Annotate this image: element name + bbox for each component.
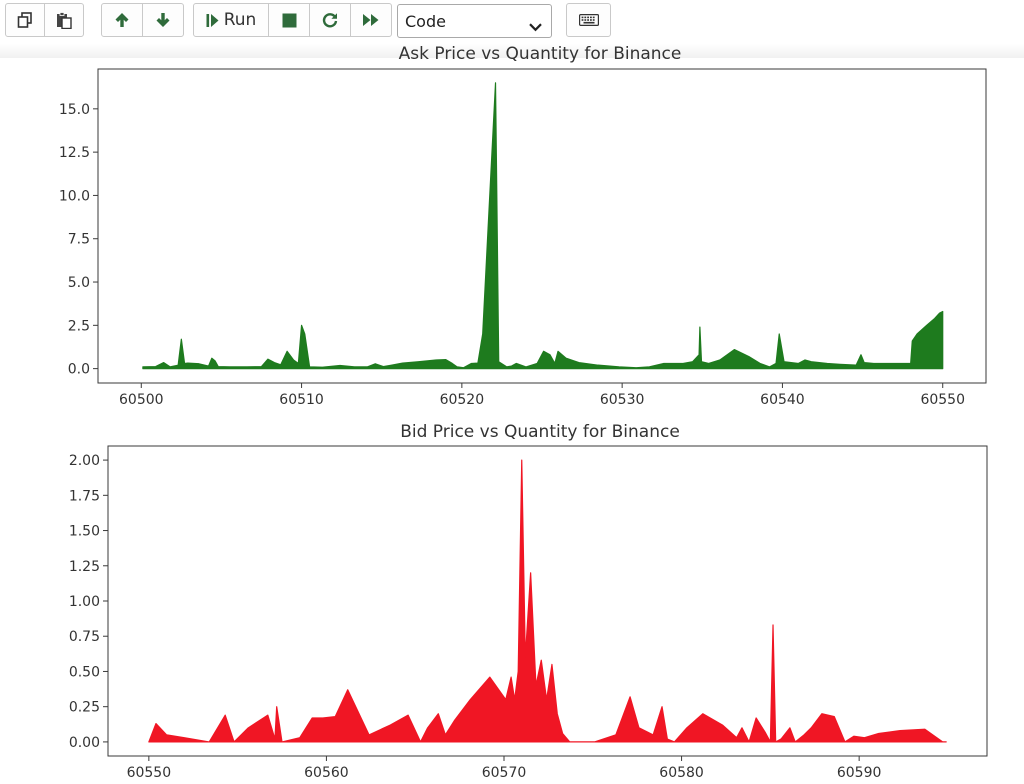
- fast-forward-icon: [362, 13, 380, 27]
- chart-title: Ask Price vs Quantity for Binance: [399, 44, 682, 64]
- figure: Ask Price vs Quantity for Binance 60500 6…: [0, 44, 1024, 784]
- x-tick-label: 60540: [760, 392, 805, 408]
- run-button[interactable]: Run: [193, 3, 269, 37]
- restart-run-all-button[interactable]: [350, 3, 392, 37]
- refresh-icon: [322, 12, 338, 28]
- y-tick-label: 1.50: [69, 524, 100, 540]
- series-area: [143, 83, 943, 369]
- y-tick-label: 1.75: [69, 488, 100, 504]
- interrupt-button[interactable]: [268, 3, 310, 37]
- cell-type-value: Code: [405, 12, 446, 31]
- x-tick-label: 60530: [600, 392, 645, 408]
- y-tick-label: 10.0: [59, 188, 90, 204]
- y-tick-label: 1.00: [69, 594, 100, 610]
- axes-frame: [98, 69, 986, 383]
- y-tick-label: 0.25: [69, 700, 100, 716]
- y-tick-label: 7.5: [68, 232, 90, 248]
- stop-icon: [282, 13, 297, 28]
- y-tick-label: 15.0: [59, 102, 90, 118]
- copy-icon: [17, 12, 33, 28]
- arrow-up-icon: [114, 12, 130, 28]
- arrow-down-icon: [155, 12, 171, 28]
- move-up-button[interactable]: [101, 3, 143, 37]
- x-tick-label: 60550: [127, 765, 172, 781]
- series-area: [149, 460, 946, 742]
- run-group: Run: [193, 3, 392, 37]
- paste-icon: [56, 12, 72, 29]
- x-tick-label: 60550: [920, 392, 965, 408]
- x-tick-label: 60510: [279, 392, 324, 408]
- y-tick-label: 2.00: [69, 453, 100, 469]
- bid-price-chart: Bid Price vs Quantity for Binance 60550 6…: [69, 422, 987, 781]
- restart-button[interactable]: [309, 3, 351, 37]
- move-down-button[interactable]: [142, 3, 184, 37]
- y-tick-label: 2.5: [68, 318, 90, 334]
- chevron-down-icon: [529, 17, 542, 36]
- notebook-toolbar: Run Code: [0, 0, 1024, 44]
- move-group: [101, 3, 184, 37]
- y-tick-label: 1.25: [69, 559, 100, 575]
- x-tick-label: 60560: [304, 765, 349, 781]
- clipboard-group: [5, 3, 84, 37]
- y-tick-label: 0.0: [68, 362, 90, 378]
- y-tick-label: 12.5: [59, 145, 90, 161]
- y-tick-label: 0.75: [69, 629, 100, 645]
- y-tick-label: 0.00: [69, 735, 100, 751]
- run-label: Run: [224, 10, 257, 30]
- command-palette-button[interactable]: [566, 3, 611, 37]
- x-tick-label: 60570: [482, 765, 527, 781]
- copy-cells-button[interactable]: [5, 3, 45, 37]
- y-tick-label: 5.0: [68, 275, 90, 291]
- step-forward-icon: [206, 13, 219, 28]
- x-tick-label: 60590: [837, 765, 882, 781]
- paste-cells-button[interactable]: [44, 3, 84, 37]
- y-tick-label: 0.50: [69, 664, 100, 680]
- command-group: [566, 3, 611, 37]
- keyboard-icon: [579, 14, 599, 26]
- x-tick-label: 60500: [119, 392, 164, 408]
- chart-title: Bid Price vs Quantity for Binance: [400, 422, 680, 442]
- x-tick-label: 60580: [659, 765, 704, 781]
- cell-type-dropdown[interactable]: Code: [397, 4, 552, 38]
- x-tick-label: 60520: [440, 392, 485, 408]
- ask-price-chart: Ask Price vs Quantity for Binance 60500 6…: [59, 44, 986, 408]
